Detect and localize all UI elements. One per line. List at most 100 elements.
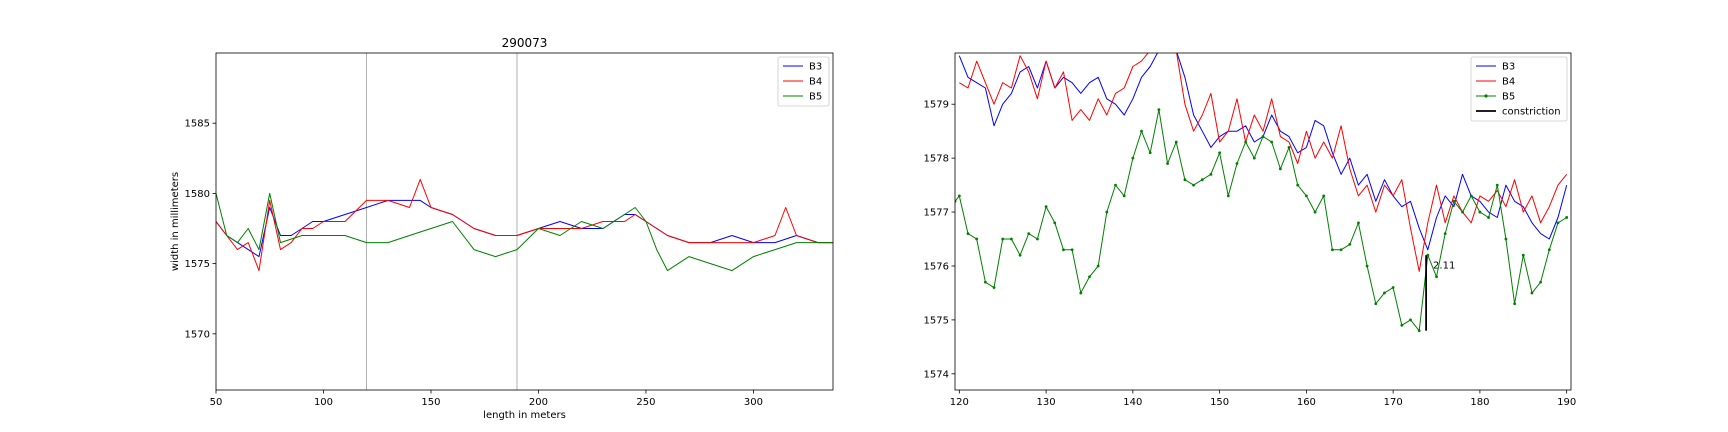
series-point-b5 bbox=[992, 286, 996, 289]
legend-label-b3: B3 bbox=[1502, 62, 1515, 73]
plot-area bbox=[955, 53, 1569, 333]
x-tick-label: 300 bbox=[744, 397, 763, 408]
y-tick-label: 1577 bbox=[924, 208, 949, 219]
chart-title: 290073 bbox=[502, 36, 548, 50]
legend-label-b4: B4 bbox=[809, 77, 822, 88]
chart-panel-2: 2.11 120 130 140 150 160 170 180 190 1574 1575 1576… bbox=[924, 52, 1576, 408]
series-point-b5 bbox=[1556, 221, 1560, 225]
series-point-b5 bbox=[1140, 129, 1143, 133]
legend: B3 B4 B5 constriction bbox=[1470, 56, 1568, 122]
series-line-b4 bbox=[216, 178, 833, 272]
series-point-b5 bbox=[1513, 302, 1517, 306]
series-point-b5 bbox=[1200, 178, 1204, 182]
series-point-b5 bbox=[1244, 140, 1248, 144]
series-point-b5 bbox=[1114, 183, 1117, 187]
series-point-b5 bbox=[975, 237, 979, 241]
series-point-b5 bbox=[1565, 216, 1569, 219]
x-tick-label: 100 bbox=[314, 397, 333, 408]
x-tick-label: 150 bbox=[1210, 397, 1229, 408]
series-point-b5 bbox=[1044, 205, 1048, 209]
series-point-b5 bbox=[1148, 151, 1152, 155]
series-point-b5 bbox=[1383, 291, 1386, 295]
series-point-b5 bbox=[1192, 183, 1195, 187]
y-tick-label: 1580 bbox=[185, 189, 210, 200]
series-point-b5 bbox=[1313, 210, 1317, 214]
series-point-b5 bbox=[1235, 162, 1239, 165]
legend-label-b5: B5 bbox=[809, 92, 822, 103]
series-point-b5 bbox=[1539, 280, 1543, 284]
series-point-b5 bbox=[1417, 329, 1421, 333]
series-point-b5 bbox=[1261, 135, 1265, 138]
series-point-b5 bbox=[1461, 210, 1464, 214]
x-tick-label: 50 bbox=[210, 397, 223, 408]
series-point-b5 bbox=[1018, 253, 1022, 257]
series-point-b5 bbox=[1409, 318, 1412, 322]
x-tick-label: 120 bbox=[950, 397, 969, 408]
series-point-b5 bbox=[1331, 248, 1334, 252]
series-point-b5 bbox=[1027, 232, 1031, 236]
series-line-b4 bbox=[959, 53, 1568, 272]
x-tick-label: 150 bbox=[421, 397, 440, 408]
series-point-b5 bbox=[1079, 291, 1083, 295]
y-tick-label: 1578 bbox=[924, 154, 949, 165]
annotation-label: 2.11 bbox=[1433, 261, 1455, 272]
series-point-b5 bbox=[966, 232, 970, 236]
series-point-b5 bbox=[1183, 178, 1187, 182]
series-point-b5 bbox=[1122, 194, 1126, 198]
x-tick-label: 130 bbox=[1037, 397, 1056, 408]
series-point-b5 bbox=[1001, 237, 1005, 241]
series-point-b5 bbox=[1547, 248, 1551, 252]
legend-label-constriction: constriction bbox=[1502, 107, 1561, 118]
series-point-b5 bbox=[1348, 243, 1352, 246]
series-point-b5 bbox=[1365, 264, 1369, 268]
series-point-b5 bbox=[983, 280, 987, 284]
legend-box bbox=[1470, 56, 1568, 122]
x-tick-label: 190 bbox=[1557, 397, 1576, 408]
series-point-b5 bbox=[1053, 221, 1057, 225]
series-point-b5 bbox=[1209, 172, 1213, 176]
axes-frame bbox=[954, 52, 1572, 391]
series-point-b5 bbox=[1287, 145, 1291, 149]
series-point-b5 bbox=[1174, 140, 1178, 144]
series-point-b5 bbox=[1252, 156, 1256, 160]
series-point-b5 bbox=[957, 194, 961, 198]
x-tick-label: 250 bbox=[636, 397, 655, 408]
y-tick-label: 1570 bbox=[185, 329, 210, 340]
x-tick-label: 160 bbox=[1297, 397, 1316, 408]
series-point-b5 bbox=[1426, 253, 1430, 257]
series-point-b5 bbox=[1469, 194, 1473, 198]
y-tick-label: 1575 bbox=[924, 315, 949, 326]
series-point-b5 bbox=[1435, 275, 1438, 279]
series-point-b5 bbox=[1157, 108, 1161, 112]
series-point-b5 bbox=[1166, 162, 1169, 165]
axes-frame bbox=[215, 52, 834, 391]
x-tick-label: 170 bbox=[1384, 397, 1403, 408]
series-point-b5 bbox=[1391, 286, 1395, 289]
legend-label-b4: B4 bbox=[1502, 77, 1515, 88]
series-point-b5 bbox=[1530, 291, 1534, 295]
series-point-b5 bbox=[1088, 275, 1091, 279]
series-point-b5 bbox=[1218, 151, 1222, 155]
series-point-b5 bbox=[1443, 232, 1447, 236]
series-point-b5 bbox=[1504, 237, 1508, 241]
y-tick-label: 1575 bbox=[185, 259, 210, 270]
legend-label-b5: B5 bbox=[1502, 92, 1515, 103]
series-point-b5 bbox=[1062, 248, 1065, 252]
series-point-b5 bbox=[1339, 248, 1343, 252]
series-point-b5 bbox=[1036, 237, 1039, 241]
chart-panel-1: 50 100 150 200 250 300 1570 1575 1580 1585 290073 l… bbox=[170, 36, 834, 421]
y-tick-label: 1576 bbox=[924, 261, 949, 272]
series-point-b5 bbox=[1131, 156, 1135, 160]
series-point-b5 bbox=[1226, 194, 1230, 198]
y-tick-label: 1579 bbox=[924, 100, 949, 111]
series-point-b5 bbox=[1278, 167, 1282, 171]
series-point-b5 bbox=[1096, 264, 1100, 268]
y-tick-label: 1574 bbox=[924, 369, 949, 380]
x-tick-label: 180 bbox=[1470, 397, 1489, 408]
legend: B3 B4 B5 bbox=[777, 56, 830, 107]
series-point-b5 bbox=[1357, 221, 1360, 225]
series-point-b5 bbox=[1400, 323, 1404, 327]
series-point-b5 bbox=[1521, 253, 1525, 257]
y-tick-label: 1585 bbox=[185, 119, 210, 130]
